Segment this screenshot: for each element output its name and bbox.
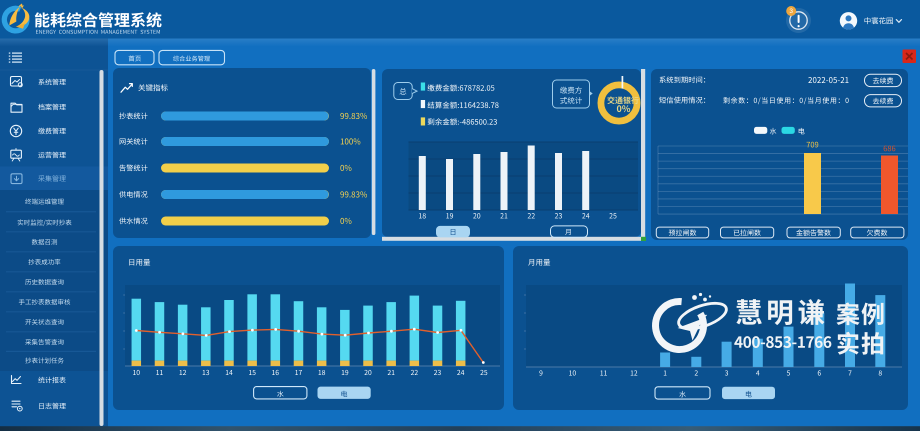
svg-text:3: 3 — [789, 8, 793, 15]
